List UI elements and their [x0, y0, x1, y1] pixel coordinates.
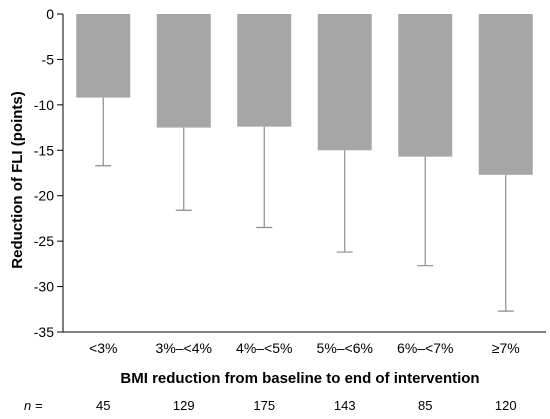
bar-2	[237, 14, 292, 127]
y-tick-label-6: -30	[34, 279, 54, 295]
axes	[62, 14, 546, 333]
n-value-0: 45	[96, 398, 110, 413]
category-label-1: 3%–<4%	[156, 340, 212, 356]
bar-1	[156, 14, 211, 128]
x-axis-categories: <3% 3%–<4% 4%–<5% 5%–<6% 6%–<7% ≥7%	[89, 340, 520, 356]
y-tick-label-3: -15	[34, 142, 54, 158]
bar-3	[317, 14, 372, 151]
n-prefix: n =	[24, 398, 43, 413]
n-value-4: 85	[418, 398, 432, 413]
category-label-5: ≥7%	[492, 340, 520, 356]
y-axis-ticks: 0 -5 -10 -15 -20 -25 -30 -35	[34, 6, 63, 340]
bar-4	[398, 14, 453, 157]
n-value-1: 129	[173, 398, 195, 413]
n-value-3: 143	[334, 398, 356, 413]
bar-5	[478, 14, 533, 175]
n-value-5: 120	[495, 398, 517, 413]
n-value-2: 175	[253, 398, 275, 413]
category-label-0: <3%	[89, 340, 117, 356]
bar-0	[76, 14, 131, 98]
y-tick-label-5: -25	[34, 233, 54, 249]
y-tick-label-7: -35	[34, 324, 54, 340]
category-label-4: 6%–<7%	[397, 340, 453, 356]
error-bars	[95, 97, 514, 312]
sample-size-row: 45 129 175 143 85 120	[96, 398, 517, 413]
category-label-3: 5%–<6%	[317, 340, 373, 356]
x-axis-label: BMI reduction from baseline to end of in…	[120, 370, 479, 387]
y-tick-label-0: 0	[46, 6, 54, 22]
y-tick-label-4: -20	[34, 188, 54, 204]
bars	[76, 14, 533, 175]
y-tick-label-1: -5	[42, 51, 55, 67]
category-label-2: 4%–<5%	[236, 340, 292, 356]
y-tick-label-2: -10	[34, 97, 54, 113]
y-axis-label: Reduction of FLI (points)	[9, 91, 26, 268]
